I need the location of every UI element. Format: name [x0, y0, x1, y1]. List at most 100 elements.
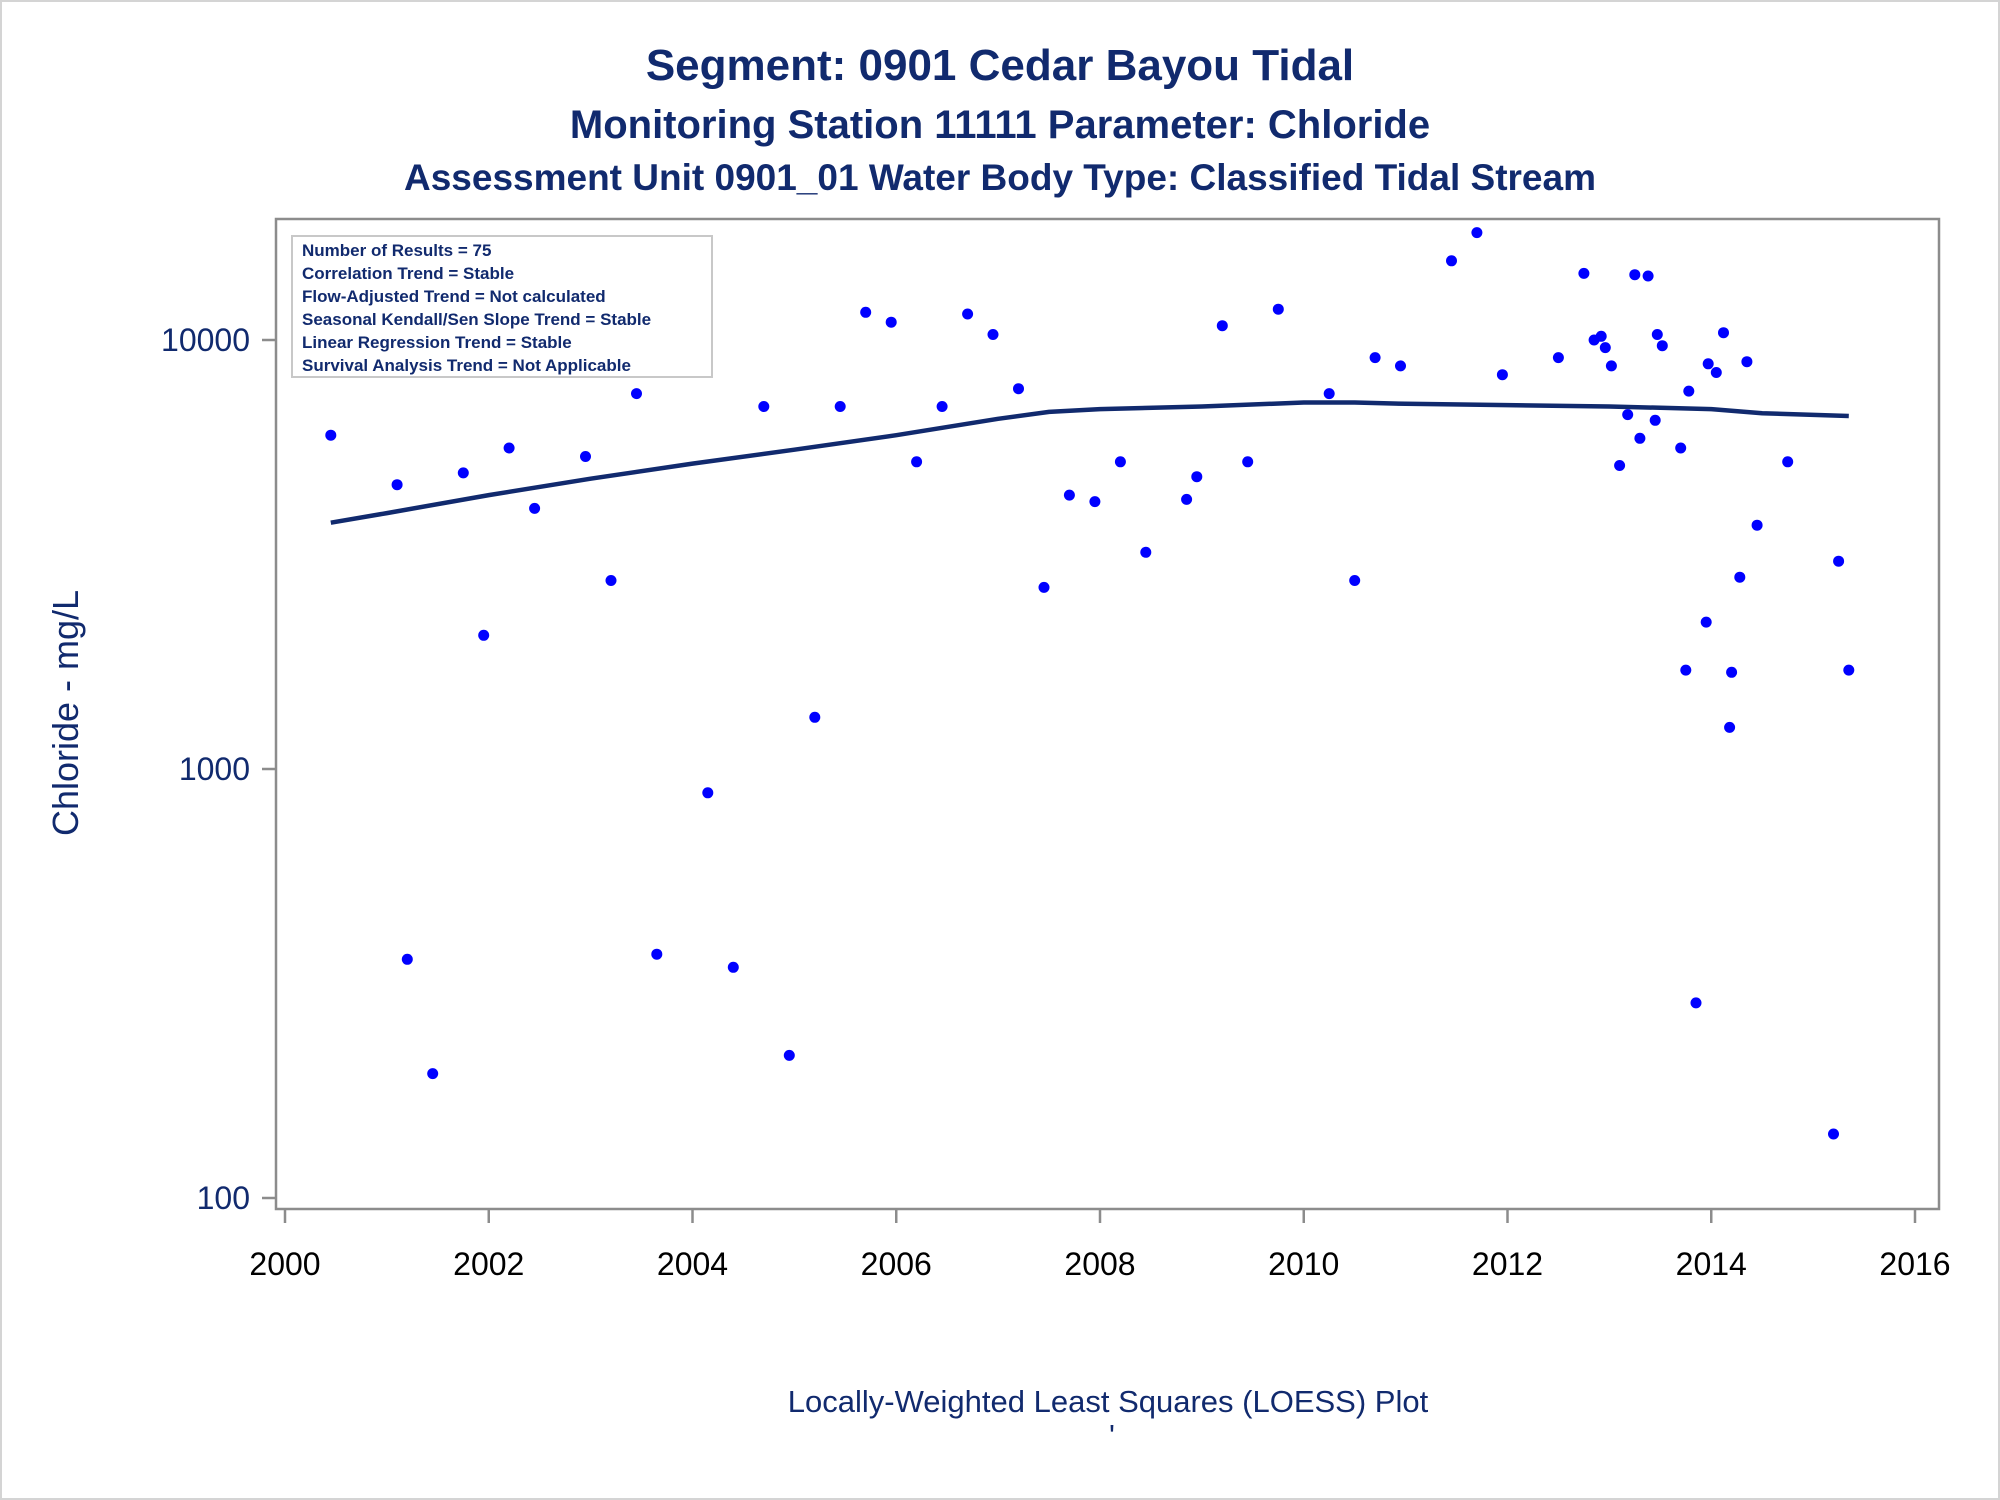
data-point — [1656, 340, 1668, 352]
data-point — [1140, 546, 1152, 558]
data-point — [885, 316, 897, 328]
y-tick-label: 100 — [197, 1180, 250, 1216]
data-point — [860, 306, 872, 318]
data-point — [580, 451, 591, 462]
data-point — [1614, 460, 1626, 471]
plot-area — [274, 217, 1941, 1211]
data-point — [1734, 571, 1746, 583]
data-point — [1446, 255, 1457, 267]
footnote-mark: ' — [1109, 1418, 1115, 1453]
stats-box-frame — [291, 235, 713, 378]
data-point — [1216, 320, 1228, 332]
data-point — [1634, 432, 1646, 444]
data-point — [1349, 575, 1361, 586]
data-point — [1089, 496, 1101, 508]
x-tick-label: 2000 — [249, 1246, 320, 1282]
data-point — [1038, 581, 1050, 593]
data-point — [1710, 367, 1722, 378]
data-point — [1114, 456, 1126, 468]
y-axis: 100 1000 10000 — [161, 322, 276, 1216]
data-point — [325, 429, 337, 441]
footnote: Locally-Weighted Least Squares (LOESS) P… — [788, 1384, 1429, 1419]
data-point — [391, 479, 403, 491]
data-point — [1272, 303, 1284, 315]
data-point — [1578, 267, 1590, 279]
data-point — [1718, 327, 1729, 339]
data-point — [1828, 1128, 1839, 1140]
stats-line-4: Seasonal Kendall/Sen Slope Trend = Stabl… — [302, 310, 651, 329]
data-point — [1191, 471, 1203, 483]
data-point — [1242, 456, 1254, 468]
data-point — [1700, 616, 1712, 628]
data-point — [1675, 442, 1687, 454]
x-tick-label: 2008 — [1064, 1246, 1135, 1282]
data-point — [457, 467, 469, 479]
data-point — [529, 502, 541, 514]
stats-line-1: Number of Results = 75 — [302, 241, 491, 260]
data-point — [631, 388, 642, 400]
stats-line-2: Correlation Trend = Stable — [302, 264, 514, 283]
x-tick-label: 2010 — [1268, 1246, 1339, 1282]
data-point — [809, 711, 821, 723]
data-point — [1369, 352, 1381, 364]
data-point — [1726, 666, 1738, 678]
chart-title: Segment: 0901 Cedar Bayou Tidal — [646, 41, 1354, 90]
chart-subtitle-2: Assessment Unit 0901_01 Water Body Type:… — [404, 157, 1596, 198]
data-point — [1724, 721, 1736, 733]
data-point — [1496, 369, 1508, 381]
data-point — [1181, 493, 1193, 505]
data-point — [1833, 555, 1845, 567]
data-point — [783, 1049, 795, 1061]
data-point — [605, 575, 617, 586]
x-tick-label: 2012 — [1472, 1246, 1543, 1282]
data-point — [1683, 385, 1695, 397]
data-point — [1471, 227, 1483, 239]
loess-curve — [330, 400, 1849, 525]
data-point — [1649, 414, 1661, 426]
data-point — [503, 442, 515, 454]
data-point — [1741, 356, 1753, 368]
stats-line-5: Linear Regression Trend = Stable — [302, 333, 572, 352]
data-point — [1651, 329, 1663, 340]
data-point — [1690, 997, 1702, 1009]
data-point — [1595, 330, 1607, 342]
x-axis: 2000 2002 2004 2006 2008 2010 2012 2014 2016 — [249, 1209, 1951, 1282]
stats-line-3: Flow-Adjusted Trend = Not calculated — [302, 287, 606, 306]
x-tick-label: 2014 — [1676, 1246, 1747, 1282]
data-point — [1552, 352, 1564, 364]
data-point — [1751, 519, 1763, 531]
stats-line-6: Survival Analysis Trend = Not Applicable — [302, 356, 631, 375]
data-point — [1063, 489, 1075, 501]
data-point — [478, 629, 490, 641]
x-tick-label: 2006 — [861, 1246, 932, 1282]
stats-box: Number of Results = 75 Correlation Trend… — [291, 235, 713, 378]
data-point — [962, 308, 974, 320]
y-tick-label: 10000 — [161, 322, 250, 358]
data-point — [427, 1068, 439, 1080]
data-point — [1680, 664, 1692, 676]
data-point — [1622, 409, 1634, 421]
x-tick-label: 2002 — [453, 1246, 524, 1282]
data-point — [1843, 664, 1855, 676]
data-point — [1629, 269, 1641, 281]
data-point — [1605, 360, 1617, 372]
data-point — [1599, 342, 1611, 354]
data-point — [1323, 388, 1335, 400]
data-point — [936, 401, 948, 412]
data-point — [1642, 270, 1654, 282]
data-point — [834, 401, 846, 412]
x-tick-label: 2004 — [657, 1246, 728, 1282]
data-point — [911, 456, 923, 468]
chart-subtitle: Monitoring Station 11111 Parameter: Chlo… — [570, 103, 1430, 147]
x-tick-label: 2016 — [1879, 1246, 1950, 1282]
data-point — [727, 961, 739, 973]
data-point — [987, 329, 999, 340]
data-point — [401, 953, 413, 965]
y-axis-label: Chloride - mg/L — [45, 590, 86, 836]
data-point — [702, 787, 714, 799]
data-point — [1395, 360, 1406, 372]
data-point — [651, 948, 663, 960]
data-point — [758, 401, 770, 412]
